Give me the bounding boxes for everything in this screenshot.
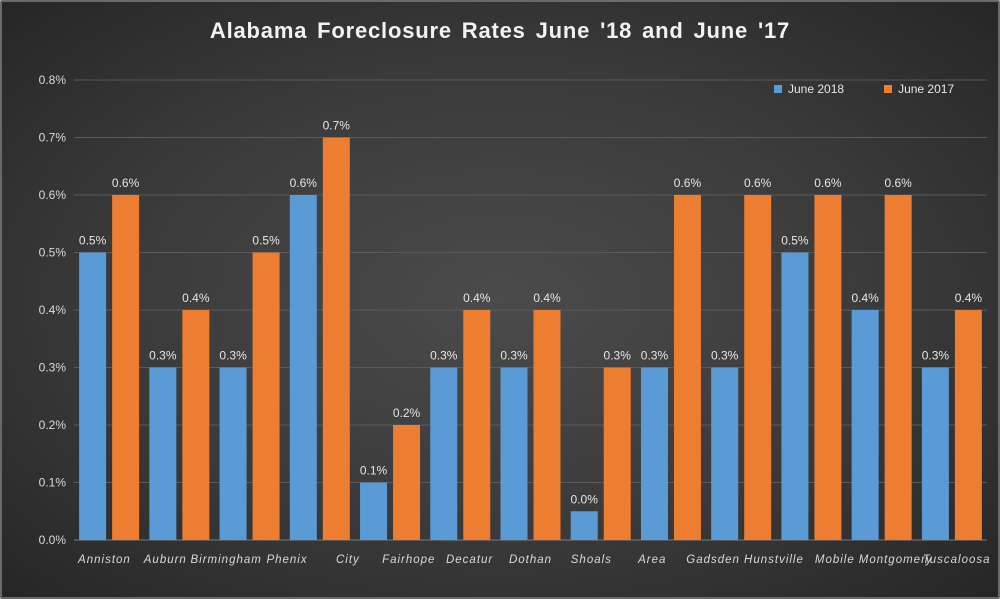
bar-june-2018	[219, 367, 247, 540]
x-tick-label: Tuscaloosa	[923, 554, 991, 566]
bar-june-2017	[112, 195, 140, 540]
data-label: 0.6%	[814, 176, 842, 190]
x-tick-label: Birmingham	[190, 554, 261, 566]
x-tick-label: Montgomery	[859, 554, 933, 566]
data-label: 0.6%	[290, 176, 318, 190]
data-label: 0.3%	[430, 349, 458, 363]
bar-june-2018	[851, 310, 879, 540]
bar-june-2017	[954, 310, 982, 540]
data-label: 0.5%	[79, 234, 107, 248]
data-label: 0.6%	[674, 176, 702, 190]
data-label: 0.5%	[781, 234, 809, 248]
data-label: 0.6%	[744, 176, 772, 190]
bar-june-2017	[744, 195, 772, 540]
data-label: 0.4%	[463, 291, 491, 305]
bar-june-2018	[640, 367, 668, 540]
data-label: 0.7%	[323, 119, 351, 133]
legend-item-june-2017: June 2017	[884, 82, 954, 96]
chart-legend: June 2018 June 2017	[774, 82, 954, 96]
x-tick-label: Mobile	[815, 554, 855, 566]
bar-june-2018	[149, 367, 177, 540]
legend-label-june-2017: June 2017	[898, 82, 955, 96]
data-label: 0.3%	[500, 349, 528, 363]
data-label: 0.5%	[252, 234, 280, 248]
data-label: 0.6%	[884, 176, 912, 190]
data-label: 0.3%	[922, 349, 950, 363]
x-tick-label: Decatur	[446, 554, 493, 566]
x-tick-label: Phenix	[266, 554, 307, 566]
x-tick-label: Dothan	[509, 554, 552, 566]
bar-june-2018	[570, 511, 598, 540]
y-tick-label: 0.0%	[39, 533, 67, 547]
data-label: 0.4%	[955, 291, 983, 305]
bar-june-2018	[781, 252, 809, 540]
bar-june-2017	[603, 367, 631, 540]
x-tick-label: Area	[637, 554, 666, 566]
x-tick-label: Hunstville	[744, 554, 804, 566]
data-label: 0.0%	[571, 492, 599, 506]
y-tick-label: 0.1%	[39, 476, 67, 490]
data-label: 0.4%	[851, 291, 879, 305]
x-tick-label: Anniston	[77, 554, 131, 566]
bar-june-2018	[921, 367, 949, 540]
data-label: 0.6%	[112, 176, 140, 190]
bar-june-2018	[430, 367, 458, 540]
legend-item-june-2018: June 2018	[774, 82, 844, 96]
legend-swatch-june-2018	[774, 85, 782, 93]
data-label: 0.3%	[149, 349, 177, 363]
chart-title: Alabama Foreclosure Rates June '18 and J…	[209, 18, 791, 43]
y-tick-label: 0.8%	[39, 73, 67, 87]
legend-swatch-june-2017	[884, 85, 893, 93]
data-label: 0.4%	[533, 291, 561, 305]
bar-june-2018	[79, 252, 107, 540]
bar-june-2018	[711, 367, 739, 540]
bar-june-2017	[322, 137, 350, 540]
data-label: 0.2%	[393, 406, 421, 420]
x-tick-label: Shoals	[571, 554, 612, 566]
bar-june-2018	[289, 195, 317, 540]
bar-june-2017	[252, 252, 280, 540]
bar-june-2017	[673, 195, 701, 540]
data-label: 0.3%	[219, 349, 247, 363]
data-label: 0.1%	[360, 464, 388, 478]
x-tick-label: Fairhope	[382, 554, 435, 566]
x-tick-label: Gadsden	[686, 554, 740, 566]
bar-june-2017	[393, 425, 421, 540]
bar-june-2018	[500, 367, 528, 540]
legend-label-june-2018: June 2018	[788, 82, 845, 96]
x-tick-label: Auburn	[143, 554, 187, 566]
data-label: 0.3%	[711, 349, 739, 363]
y-tick-label: 0.6%	[39, 188, 67, 202]
bar-june-2018	[360, 482, 388, 540]
bar-june-2017	[533, 310, 561, 540]
y-tick-label: 0.7%	[39, 131, 67, 145]
data-label: 0.4%	[182, 291, 210, 305]
data-label: 0.3%	[604, 349, 632, 363]
y-tick-label: 0.2%	[39, 418, 67, 432]
x-tick-label: City	[336, 554, 360, 566]
data-label: 0.3%	[641, 349, 669, 363]
y-tick-label: 0.5%	[39, 246, 67, 260]
y-tick-label: 0.4%	[39, 303, 67, 317]
bar-june-2017	[814, 195, 842, 540]
bar-june-2017	[182, 310, 210, 540]
bar-june-2017	[884, 195, 912, 540]
y-tick-label: 0.3%	[39, 361, 67, 375]
bar-june-2017	[463, 310, 491, 540]
